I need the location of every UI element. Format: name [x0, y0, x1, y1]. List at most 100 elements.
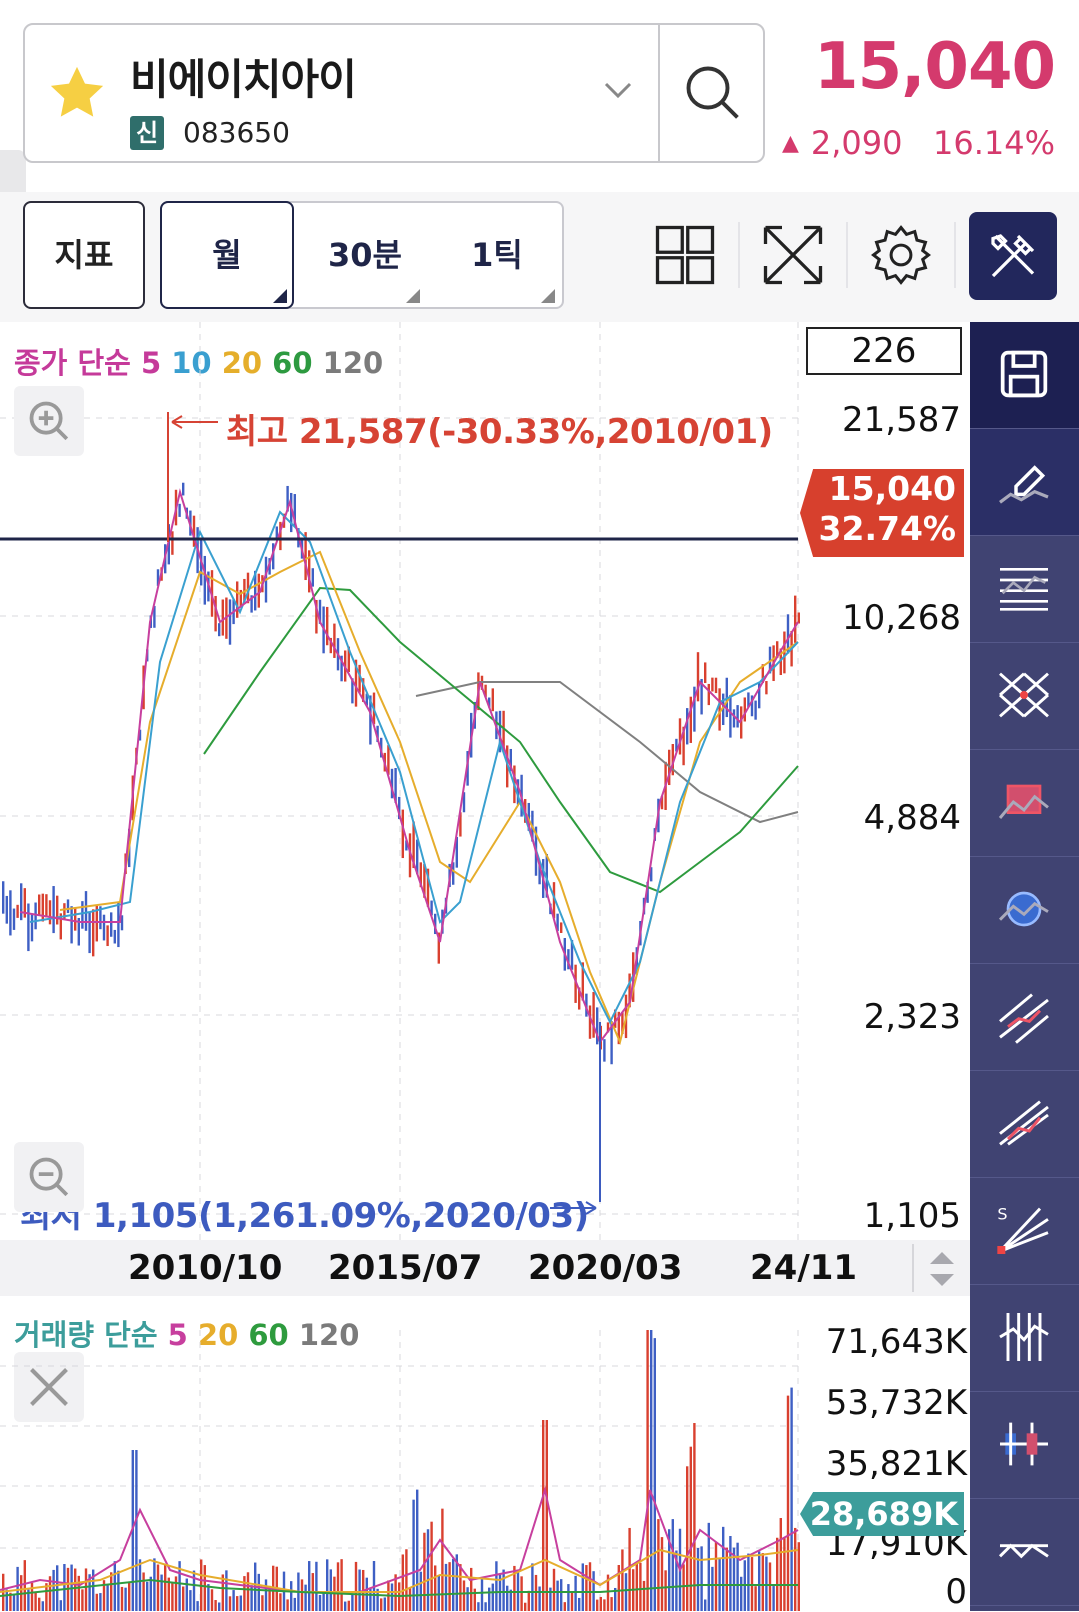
candle	[754, 700, 757, 720]
volume-bar	[711, 1566, 714, 1611]
volume-bar	[135, 1450, 138, 1611]
candle	[405, 840, 408, 851]
candle	[340, 655, 343, 682]
candle	[228, 599, 232, 645]
visible-count[interactable]: 226	[806, 327, 962, 375]
fullscreen-icon[interactable]	[760, 222, 826, 288]
volume-bar	[142, 1572, 145, 1611]
candle	[614, 1009, 617, 1028]
volume-bar	[491, 1583, 494, 1611]
layout-grid-icon[interactable]	[652, 222, 718, 288]
candle	[362, 678, 365, 702]
candle	[660, 796, 664, 810]
volume-bar	[56, 1565, 59, 1611]
volume-bar	[27, 1589, 30, 1611]
zoom-out-button[interactable]	[14, 1142, 84, 1212]
volume-bar	[5, 1589, 8, 1611]
volume-axis-label: 0	[945, 1572, 967, 1612]
candle	[74, 907, 77, 931]
vol-ma-60: 60	[248, 1318, 289, 1352]
volume-bar	[113, 1561, 116, 1611]
candle	[329, 637, 332, 654]
candle	[552, 882, 556, 919]
rail-button-fibonacci[interactable]	[970, 536, 1079, 643]
volume-bar	[650, 1330, 653, 1611]
rail-button-cross-lines[interactable]	[970, 643, 1079, 750]
drawing-tool-rail	[970, 322, 1079, 1611]
current-price-flag-value: 15,040	[828, 469, 956, 508]
drawing-tools-button[interactable]	[969, 212, 1057, 300]
volume-bar	[423, 1532, 426, 1611]
candle	[30, 913, 34, 942]
volume-legend-title: 거래량 단순	[14, 1318, 158, 1352]
volume-bar	[246, 1572, 250, 1611]
rail-button-zigzag[interactable]	[970, 1499, 1079, 1606]
candle	[567, 949, 570, 970]
candle	[570, 939, 574, 970]
candle	[765, 681, 768, 695]
period-30min-button[interactable]: 30분	[328, 236, 402, 274]
ma-5: 5	[140, 346, 162, 380]
candle	[718, 688, 721, 731]
candle	[2, 881, 5, 914]
rail-button-vertical-lines[interactable]	[970, 1285, 1079, 1392]
gear-icon[interactable]	[868, 222, 934, 288]
rail-button-eraser[interactable]	[970, 429, 1079, 536]
volume-bar	[268, 1585, 271, 1611]
rail-button-speed-line[interactable]: S	[970, 1178, 1079, 1285]
rail-button-save[interactable]	[970, 322, 1079, 429]
candle	[304, 532, 307, 581]
candle	[603, 1039, 606, 1062]
volume-bar	[628, 1527, 631, 1611]
candle	[509, 748, 512, 772]
date-label: 2015/07	[328, 1248, 483, 1288]
candle	[750, 695, 754, 717]
pitchfork-icon	[999, 1100, 1049, 1146]
rail-button-pitchfork[interactable]	[970, 1071, 1079, 1178]
volume-bar	[754, 1586, 757, 1611]
trend-channel-icon	[999, 993, 1049, 1044]
rail-button-trend-channel[interactable]	[970, 964, 1079, 1071]
period-month-button[interactable]: 월	[160, 201, 294, 309]
candle	[23, 888, 26, 918]
volume-bar	[455, 1554, 458, 1611]
price-chart[interactable]	[0, 322, 800, 1240]
close-volume-button[interactable]	[14, 1352, 84, 1422]
volume-bar	[293, 1597, 296, 1611]
candle	[390, 768, 394, 799]
candle	[34, 902, 37, 930]
candle	[776, 641, 779, 658]
volume-bar	[462, 1580, 466, 1611]
date-label: 24/11	[750, 1248, 858, 1288]
candle	[592, 992, 595, 1038]
favorite-star-icon[interactable]	[44, 60, 110, 126]
candle	[617, 1011, 620, 1045]
volume-bar	[380, 1598, 383, 1611]
zoom-in-button[interactable]	[14, 386, 84, 456]
candle	[254, 570, 257, 611]
volume-bar	[347, 1600, 350, 1611]
volume-bar	[408, 1587, 412, 1611]
date-axis[interactable]	[0, 1240, 970, 1296]
candle	[606, 1022, 610, 1033]
volume-bar	[203, 1565, 206, 1611]
volume-bar	[326, 1559, 329, 1611]
scroll-toggle-icon[interactable]	[922, 1244, 962, 1294]
candle	[38, 894, 41, 916]
period-1tick-button[interactable]: 1틱	[471, 236, 523, 274]
volume-bar	[524, 1602, 527, 1611]
indicator-button[interactable]: 지표	[23, 201, 145, 309]
rail-button-circle[interactable]	[970, 857, 1079, 964]
rail-button-rectangle[interactable]	[970, 750, 1079, 857]
chevron-down-icon[interactable]	[600, 72, 636, 108]
candle	[426, 868, 430, 907]
rail-button-candle[interactable]	[970, 1392, 1079, 1499]
candle	[700, 678, 703, 715]
search-icon[interactable]	[678, 58, 750, 130]
low-price-label: 최저 1,105(1,261.09%,2020/03)	[20, 1196, 589, 1236]
candle	[171, 531, 174, 555]
volume-bar	[664, 1570, 667, 1611]
volume-bar	[81, 1589, 84, 1611]
candle	[732, 709, 736, 728]
volume-chart[interactable]	[0, 1330, 800, 1611]
